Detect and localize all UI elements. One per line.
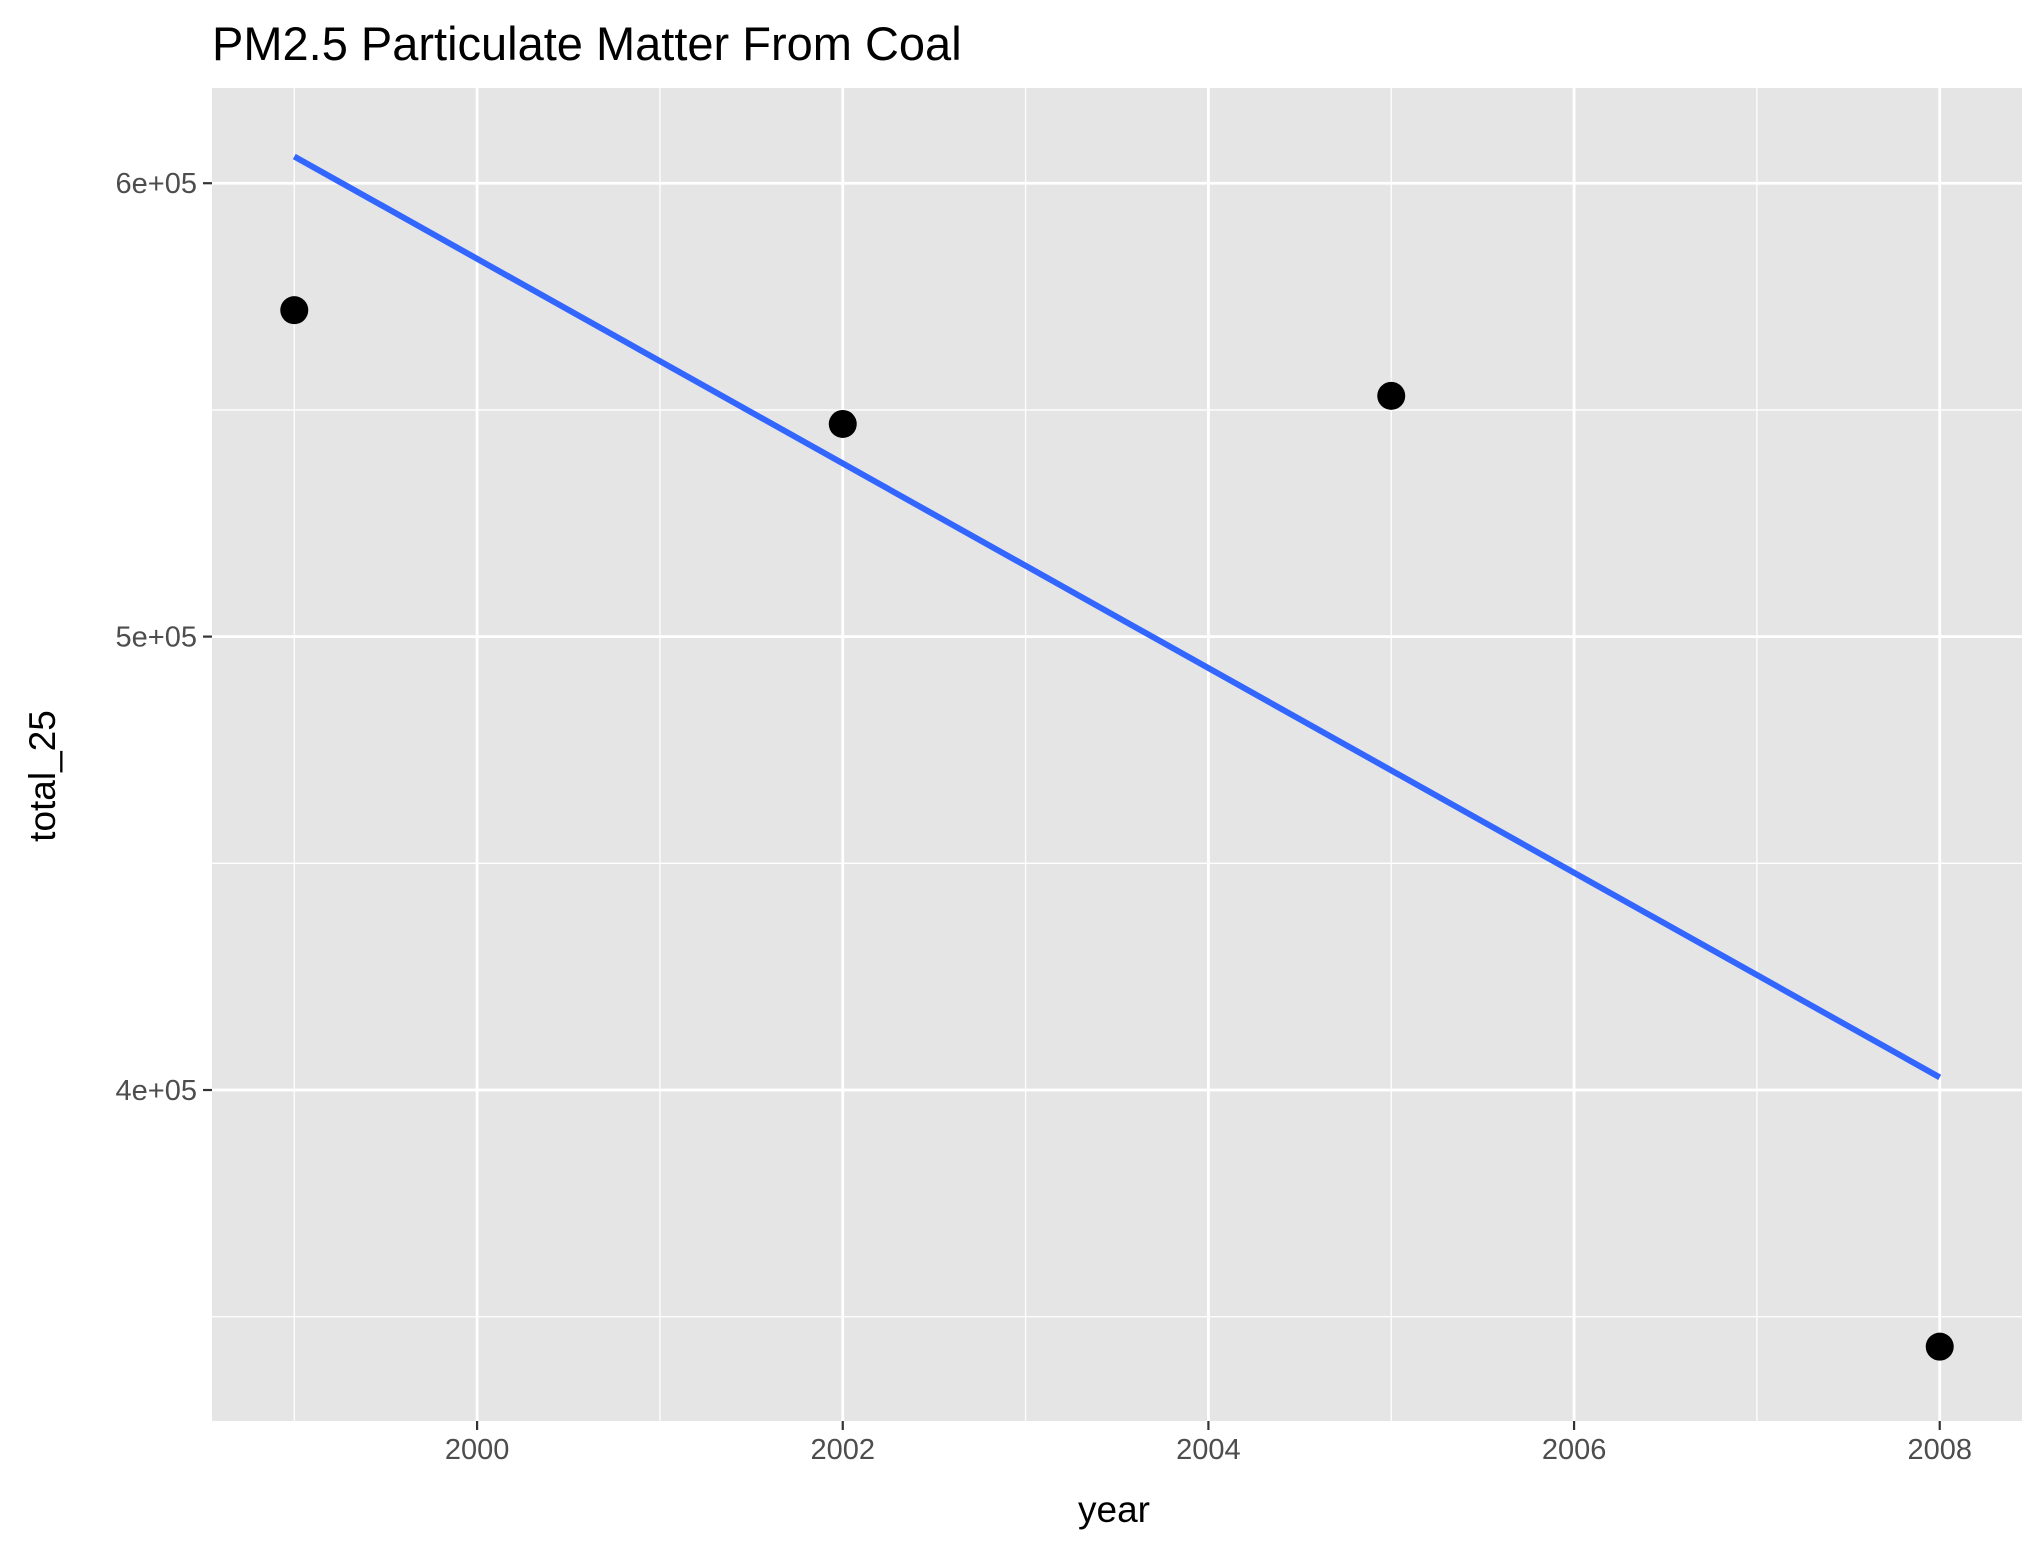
y-axis-title: total_25 bbox=[22, 710, 63, 842]
y-tick-label: 4e+05 bbox=[116, 1075, 197, 1107]
chart-title: PM2.5 Particulate Matter From Coal bbox=[212, 17, 962, 70]
fit-line bbox=[292, 153, 1942, 1080]
fit-line-layer bbox=[292, 153, 1942, 1080]
x-axis-title: year bbox=[1078, 1489, 1150, 1530]
x-tick-label: 2008 bbox=[1907, 1434, 1972, 1466]
data-point bbox=[828, 409, 857, 438]
plot-panel bbox=[212, 88, 2022, 1421]
data-point bbox=[1377, 381, 1406, 410]
data-point bbox=[280, 296, 309, 325]
major-gridlines bbox=[212, 88, 2022, 1421]
x-tick-label: 2000 bbox=[445, 1434, 510, 1466]
x-tick-label: 2002 bbox=[810, 1434, 875, 1466]
x-tick-label: 2004 bbox=[1176, 1434, 1241, 1466]
x-axis: 2000 2002 2004 2006 2008 bbox=[445, 1421, 1972, 1466]
y-tick-label: 6e+05 bbox=[116, 168, 197, 200]
points-layer bbox=[280, 296, 1954, 1361]
minor-gridlines bbox=[212, 88, 2022, 1421]
y-axis: 4e+05 5e+05 6e+05 bbox=[116, 168, 212, 1107]
y-tick-label: 5e+05 bbox=[116, 622, 197, 654]
x-tick-label: 2006 bbox=[1542, 1434, 1607, 1466]
data-point bbox=[1925, 1332, 1954, 1361]
